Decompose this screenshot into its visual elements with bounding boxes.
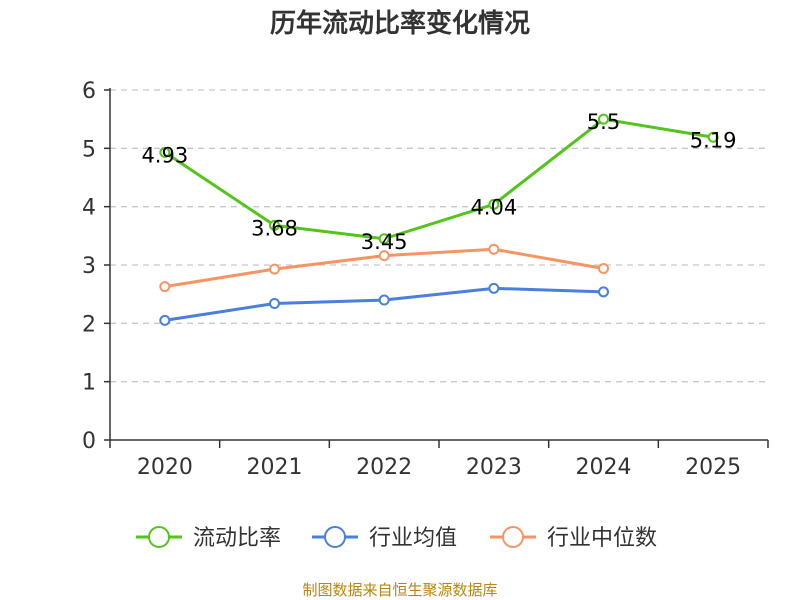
y-tick-label: 3: [82, 254, 96, 279]
x-tick-label: 2021: [247, 455, 303, 480]
data-point: [378, 250, 390, 262]
y-tick-label: 2: [82, 312, 96, 337]
data-point: [269, 298, 280, 309]
data-point: [159, 314, 171, 326]
y-tick-label: 4: [82, 196, 96, 221]
legend-label: 流动比率: [193, 526, 281, 551]
legend-label: 行业均值: [369, 526, 457, 551]
data-label: 4.04: [470, 195, 517, 219]
chart-title: 历年流动比率变化情况: [270, 8, 530, 39]
data-label: 5.19: [690, 128, 737, 152]
legend-marker: [324, 526, 346, 548]
data-point: [598, 113, 609, 125]
y-tick-label: 5: [82, 137, 96, 162]
data-point: [269, 219, 280, 231]
data-point: [488, 282, 500, 294]
data-point: [598, 286, 609, 298]
data-label: 4.93: [141, 143, 188, 167]
axes: 0 1 2 3 4 5 6 2020 2021 2022 2023 2024 2025: [82, 79, 769, 480]
data-point: [159, 146, 171, 158]
legend-item-2: 行业中位数: [490, 526, 657, 551]
data-point: [269, 263, 280, 275]
data-point: [488, 243, 500, 255]
data-labels: 4.93 3.68 3.45 4.04 5.5 5.19: [141, 110, 736, 254]
x-tick-label: 2020: [137, 455, 193, 480]
data-label: 3.45: [361, 230, 408, 254]
legend-item-1: 行业均值: [312, 526, 457, 551]
y-tick-label: 6: [82, 79, 96, 104]
y-tick-label: 1: [82, 371, 96, 396]
x-tick-label: 2022: [356, 455, 412, 480]
legend-label: 行业中位数: [547, 526, 657, 551]
data-label: 3.68: [251, 216, 298, 240]
legend: 流动比率 行业均值 行业中位数: [136, 526, 657, 551]
source-note: 制图数据来自恒生聚源数据库: [302, 581, 497, 599]
y-tick-label: 0: [82, 429, 96, 454]
legend-item-0: 流动比率: [136, 526, 281, 551]
x-tick-label: 2025: [685, 455, 741, 480]
series-line-0: [164, 117, 714, 241]
grid-lines: [110, 89, 768, 383]
legend-marker: [502, 526, 524, 548]
data-point: [159, 281, 171, 293]
data-point: [598, 263, 609, 274]
series-layer: [159, 113, 719, 326]
data-point: [488, 198, 500, 210]
data-point: [378, 233, 390, 245]
data-point: [707, 131, 719, 143]
legend-marker: [148, 526, 170, 548]
x-tick-label: 2023: [466, 455, 522, 480]
x-tick-label: 2024: [576, 455, 632, 480]
data-label: 5.5: [587, 110, 620, 134]
data-point: [378, 294, 390, 306]
